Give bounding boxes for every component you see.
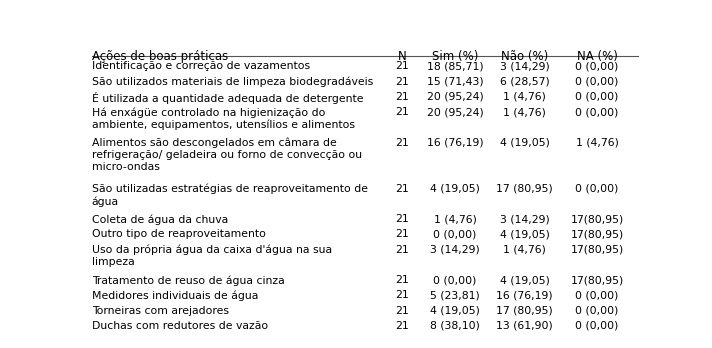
Text: 1 (4,76): 1 (4,76) (503, 92, 546, 102)
Text: 1 (4,76): 1 (4,76) (575, 138, 619, 148)
Text: 21: 21 (395, 321, 409, 331)
Text: 21: 21 (395, 245, 409, 255)
Text: 17(80,95): 17(80,95) (570, 275, 624, 285)
Text: 21: 21 (395, 183, 409, 193)
Text: Tratamento de reuso de água cinza: Tratamento de reuso de água cinza (92, 275, 285, 286)
Text: 17 (80,95): 17 (80,95) (496, 183, 553, 193)
Text: 1 (4,76): 1 (4,76) (503, 245, 546, 255)
Text: 17(80,95): 17(80,95) (570, 229, 624, 239)
Text: Medidores individuais de água: Medidores individuais de água (92, 291, 258, 301)
Text: 1 (4,76): 1 (4,76) (434, 214, 476, 224)
Text: 0 (0,00): 0 (0,00) (575, 77, 619, 87)
Text: 16 (76,19): 16 (76,19) (496, 291, 553, 300)
Text: 5 (23,81): 5 (23,81) (430, 291, 480, 300)
Text: 4 (19,05): 4 (19,05) (500, 275, 550, 285)
Text: 21: 21 (395, 77, 409, 87)
Text: 15 (71,43): 15 (71,43) (426, 77, 483, 87)
Text: 3 (14,29): 3 (14,29) (500, 61, 550, 71)
Text: 21: 21 (395, 138, 409, 148)
Text: Identificação e correção de vazamentos: Identificação e correção de vazamentos (92, 61, 310, 71)
Text: 21: 21 (395, 61, 409, 71)
Text: 21: 21 (395, 306, 409, 316)
Text: Alimentos são descongelados em câmara de
refrigeração/ geladeira ou forno de con: Alimentos são descongelados em câmara de… (92, 138, 362, 172)
Text: 4 (19,05): 4 (19,05) (430, 183, 480, 193)
Text: Coleta de água da chuva: Coleta de água da chuva (92, 214, 228, 224)
Text: 1 (4,76): 1 (4,76) (503, 107, 546, 117)
Text: 4 (19,05): 4 (19,05) (500, 229, 550, 239)
Text: 16 (76,19): 16 (76,19) (426, 138, 483, 148)
Text: 4 (19,05): 4 (19,05) (430, 306, 480, 316)
Text: É utilizada a quantidade adequada de detergente: É utilizada a quantidade adequada de det… (92, 92, 363, 104)
Text: Outro tipo de reaproveitamento: Outro tipo de reaproveitamento (92, 229, 266, 239)
Text: São utilizados materiais de limpeza biodegradáveis: São utilizados materiais de limpeza biod… (92, 77, 373, 87)
Text: 21: 21 (395, 291, 409, 300)
Text: 17 (80,95): 17 (80,95) (496, 306, 553, 316)
Text: 0 (0,00): 0 (0,00) (575, 107, 619, 117)
Text: 21: 21 (395, 275, 409, 285)
Text: 8 (38,10): 8 (38,10) (430, 321, 480, 331)
Text: 0 (0,00): 0 (0,00) (434, 229, 477, 239)
Text: 21: 21 (395, 107, 409, 117)
Text: Torneiras com arejadores: Torneiras com arejadores (92, 306, 229, 316)
Text: 21: 21 (395, 229, 409, 239)
Text: N: N (397, 50, 406, 63)
Text: 0 (0,00): 0 (0,00) (575, 306, 619, 316)
Text: 20 (95,24): 20 (95,24) (426, 107, 483, 117)
Text: 0 (0,00): 0 (0,00) (575, 92, 619, 102)
Text: 3 (14,29): 3 (14,29) (430, 245, 480, 255)
Text: 18 (85,71): 18 (85,71) (426, 61, 483, 71)
Text: 21: 21 (395, 214, 409, 224)
Text: Não (%): Não (%) (501, 50, 548, 63)
Text: 0 (0,00): 0 (0,00) (575, 61, 619, 71)
Text: Há enxágüe controlado na higienização do
ambiente, equipamentos, utensílios e al: Há enxágüe controlado na higienização do… (92, 107, 355, 130)
Text: 0 (0,00): 0 (0,00) (434, 275, 477, 285)
Text: Duchas com redutores de vazão: Duchas com redutores de vazão (92, 321, 268, 331)
Text: 3 (14,29): 3 (14,29) (500, 214, 550, 224)
Text: 0 (0,00): 0 (0,00) (575, 291, 619, 300)
Text: Ações de boas práticas: Ações de boas práticas (92, 50, 228, 63)
Text: Uso da própria água da caixa d'água na sua
limpeza: Uso da própria água da caixa d'água na s… (92, 245, 332, 267)
Text: 17(80,95): 17(80,95) (570, 245, 624, 255)
Text: 4 (19,05): 4 (19,05) (500, 138, 550, 148)
Text: 0 (0,00): 0 (0,00) (575, 183, 619, 193)
Text: 17(80,95): 17(80,95) (570, 214, 624, 224)
Text: 0 (0,00): 0 (0,00) (575, 321, 619, 331)
Text: 6 (28,57): 6 (28,57) (500, 77, 550, 87)
Text: 13 (61,90): 13 (61,90) (496, 321, 553, 331)
Text: 20 (95,24): 20 (95,24) (426, 92, 483, 102)
Text: 21: 21 (395, 92, 409, 102)
Text: São utilizadas estratégias de reaproveitamento de
água: São utilizadas estratégias de reaproveit… (92, 183, 368, 207)
Text: Sim (%): Sim (%) (432, 50, 478, 63)
Text: NA (%): NA (%) (577, 50, 617, 63)
